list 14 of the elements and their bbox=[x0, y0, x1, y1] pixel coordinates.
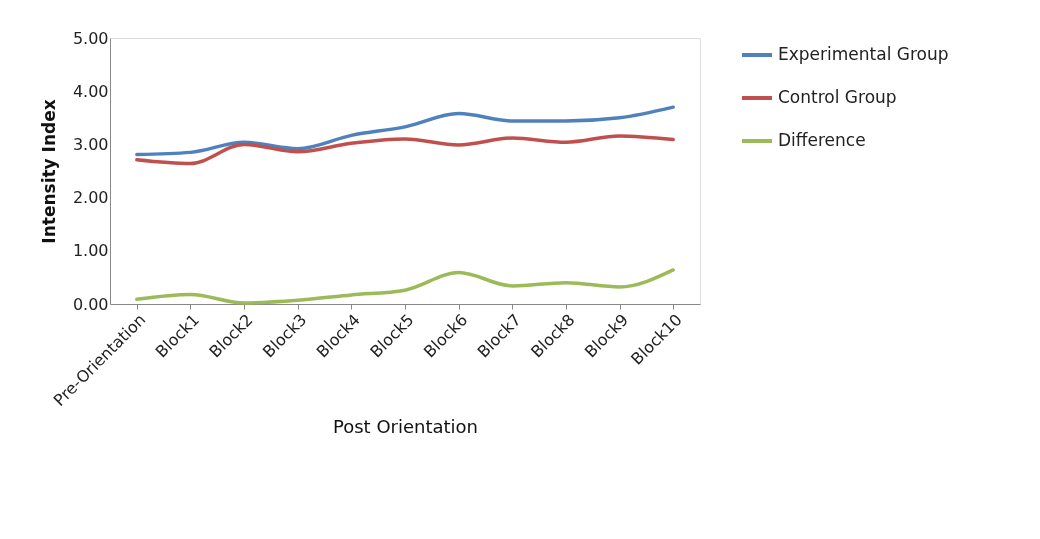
line-series bbox=[135, 105, 675, 157]
y-tick-label: 1.00 bbox=[72, 241, 109, 261]
x-axis-title: Post Orientation bbox=[332, 416, 479, 438]
legend-label: Control Group bbox=[778, 87, 897, 107]
line-series bbox=[135, 268, 675, 305]
y-tick-label: 2.00 bbox=[72, 188, 109, 208]
legend-label: Difference bbox=[778, 130, 866, 150]
y-axis-title: Intensity Index bbox=[38, 99, 59, 244]
y-tick-label: 0.00 bbox=[72, 294, 109, 314]
line-series bbox=[135, 134, 675, 166]
legend-label: Experimental Group bbox=[778, 44, 949, 64]
y-tick-label: 5.00 bbox=[72, 28, 109, 48]
y-tick-label: 3.00 bbox=[72, 134, 109, 154]
y-tick-label: 4.00 bbox=[72, 81, 109, 101]
